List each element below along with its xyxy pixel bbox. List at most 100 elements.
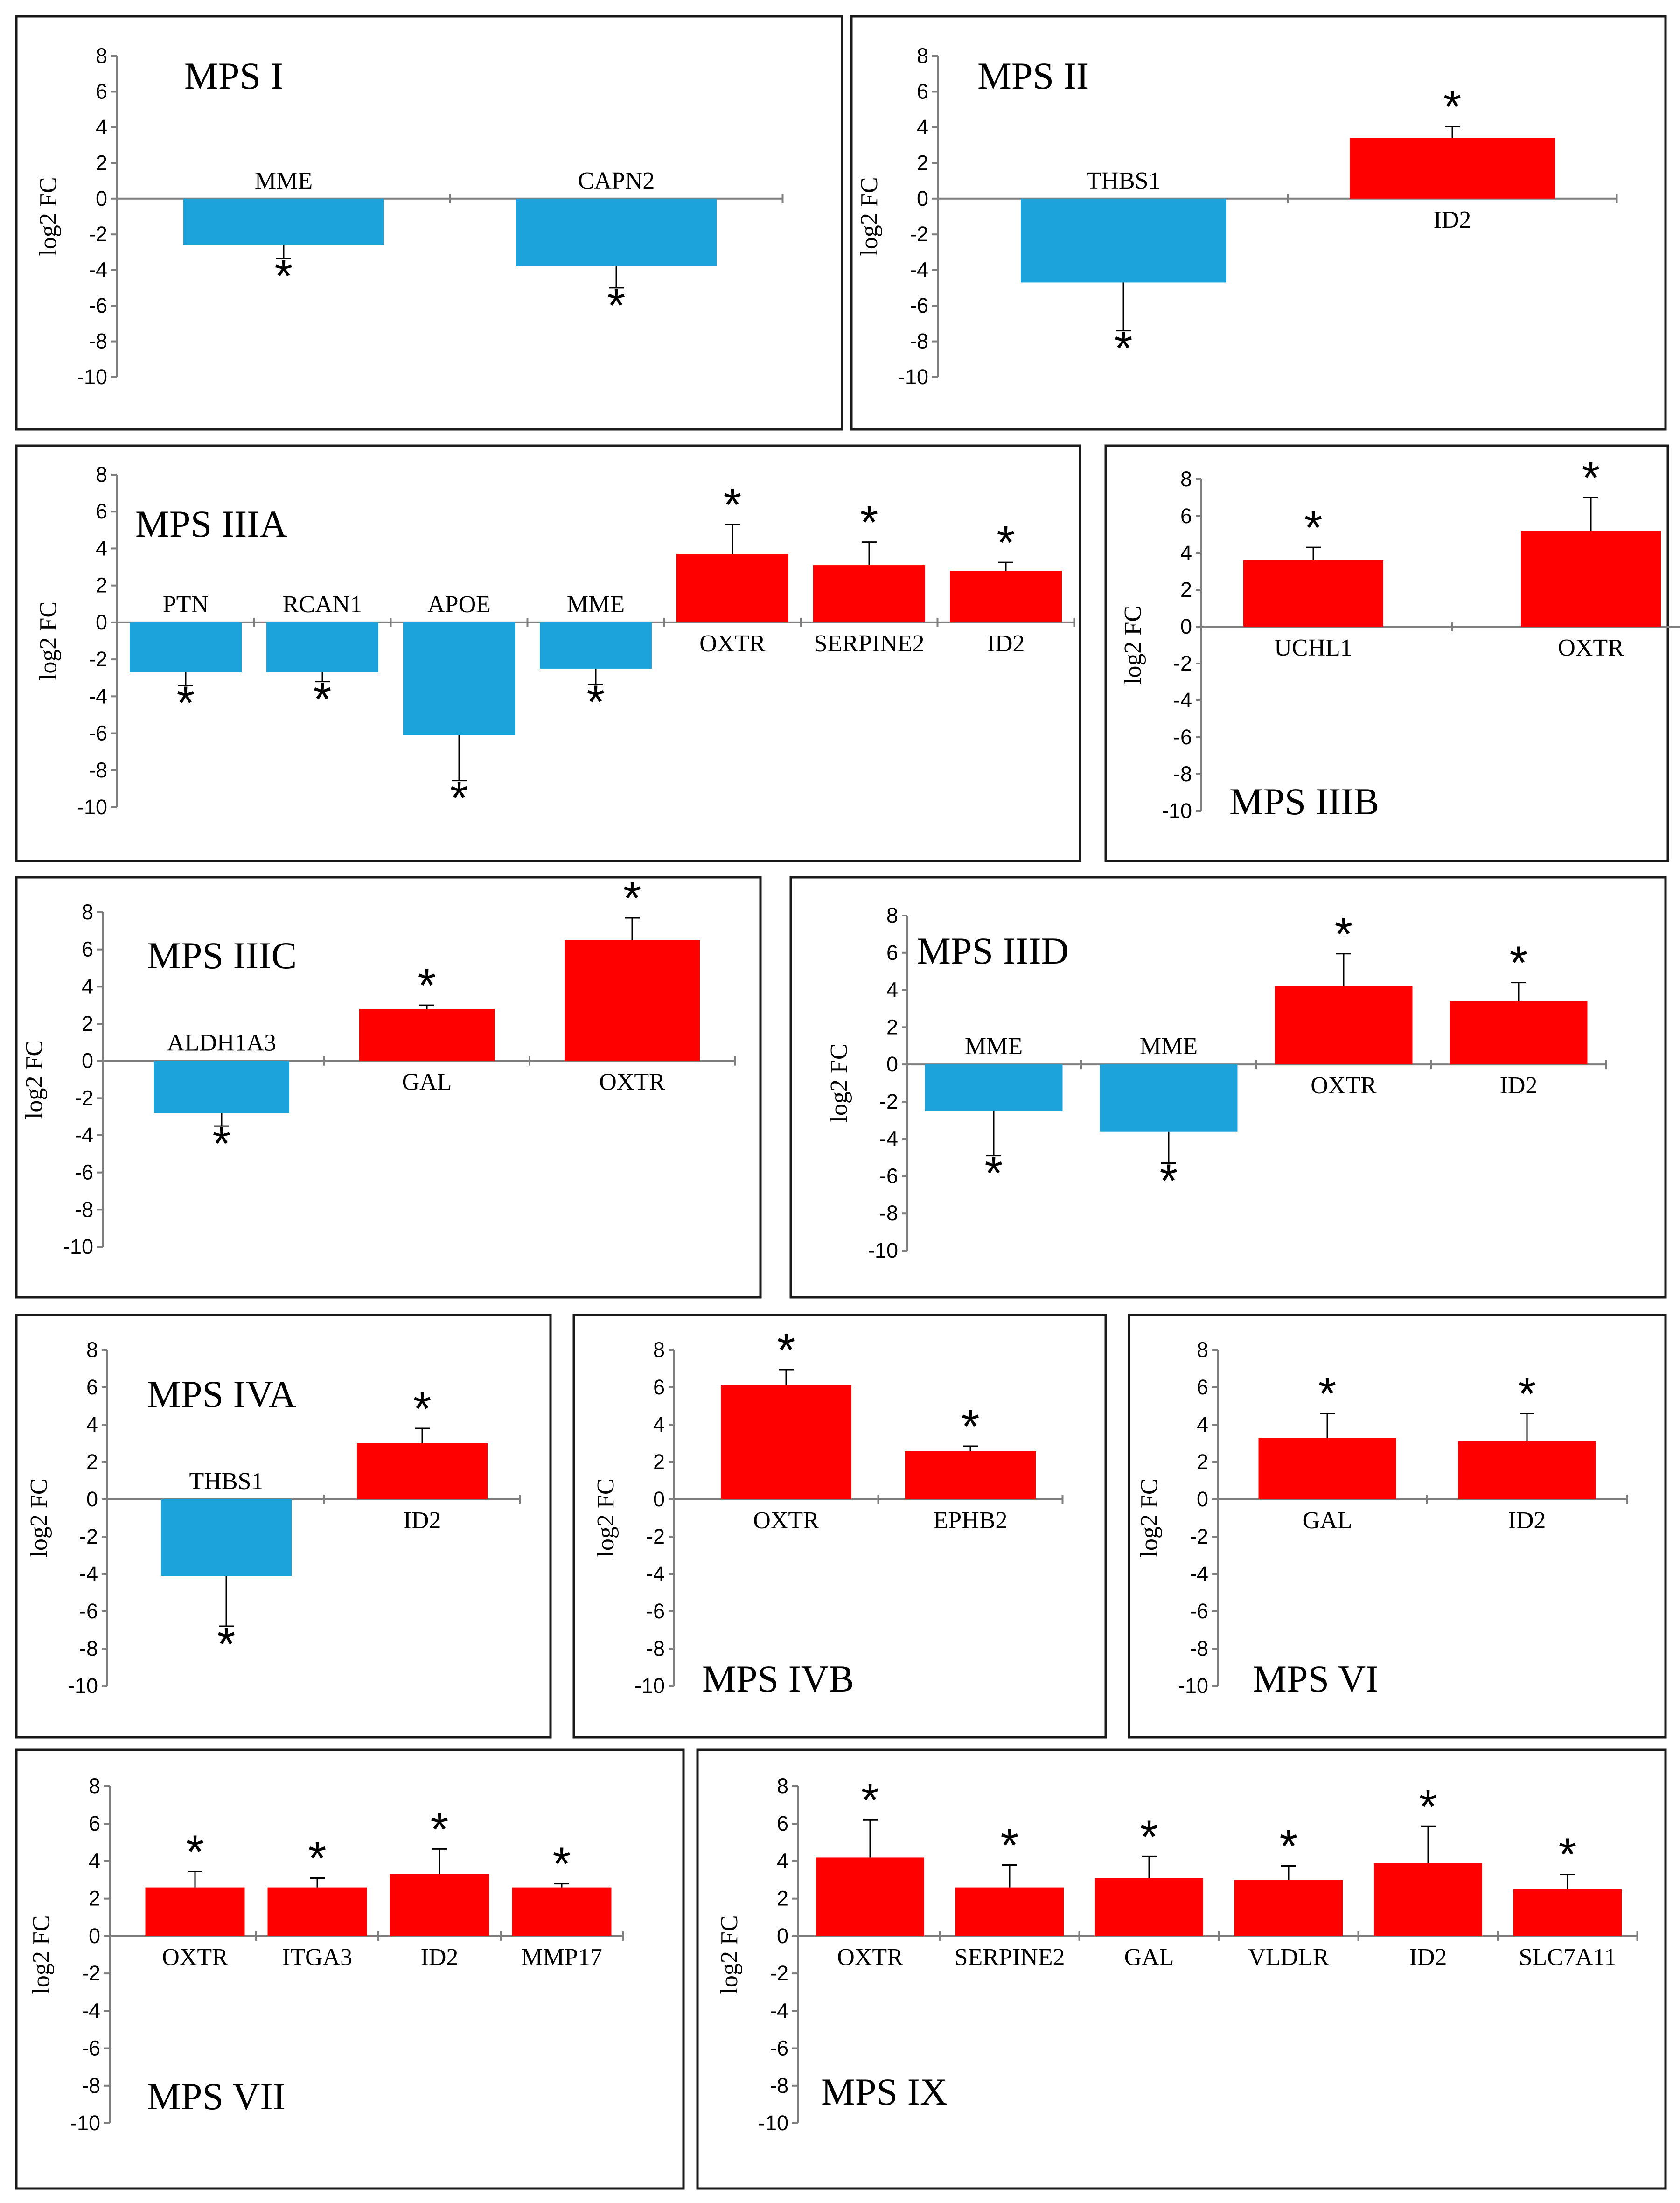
y-tick-label: -4 (89, 258, 107, 282)
y-tick-label: -8 (910, 329, 928, 353)
y-tick-label: -4 (646, 1562, 665, 1586)
y-tick-label: -2 (75, 1086, 93, 1110)
bar-capn2 (516, 198, 717, 267)
y-axis-title: log2 FC (1120, 606, 1146, 685)
y-tick-label: 6 (82, 937, 93, 961)
significance-star-gal: * (418, 959, 436, 1012)
y-tick-label: -8 (1190, 1637, 1208, 1660)
significance-star-vldlr: * (1280, 1820, 1298, 1872)
bar-serpine2 (955, 1887, 1064, 1936)
y-tick-label: 0 (82, 1049, 93, 1073)
gene-label-oxtr: OXTR (599, 1069, 665, 1096)
gene-label-aldh1a3: ALDH1A3 (167, 1030, 276, 1056)
y-tick-label: -6 (89, 721, 107, 745)
y-tick-label: -10 (63, 1235, 93, 1259)
significance-star-serpine2: * (1001, 1819, 1019, 1871)
y-tick-label: 2 (96, 573, 107, 597)
bar-id2 (950, 570, 1062, 622)
gene-label-rcan1: RCAN1 (283, 591, 362, 618)
y-tick-label: -10 (898, 365, 928, 389)
panel-frame (15, 15, 843, 431)
gene-label-vldlr: VLDLR (1248, 1944, 1329, 1971)
gene-label-mmp17: MMP17 (521, 1944, 602, 1971)
significance-star-apoe: * (450, 772, 468, 825)
y-tick-label: -6 (75, 1161, 93, 1184)
y-tick-label: 0 (1180, 615, 1192, 638)
panel-title: MPS IX (821, 2070, 948, 2113)
significance-star-ptn: * (177, 677, 195, 729)
y-tick-label: -6 (79, 1599, 98, 1623)
bar-oxtr (816, 1857, 924, 1936)
y-axis-title: log2 FC (826, 1043, 852, 1122)
y-tick-label: 2 (777, 1887, 788, 1910)
y-axis-title: log2 FC (593, 1478, 619, 1557)
y-tick-label: 8 (1197, 1338, 1208, 1362)
y-tick-label: -2 (82, 1961, 100, 1985)
y-tick-label: -10 (758, 2111, 788, 2135)
significance-star-aldh1a3: * (213, 1118, 231, 1170)
y-axis-title: log2 FC (35, 601, 62, 680)
gene-label-id2: ID2 (404, 1507, 441, 1534)
y-tick-label: 2 (82, 1012, 93, 1035)
y-tick-label: 6 (1180, 504, 1192, 528)
significance-star-mme: * (587, 676, 605, 728)
y-tick-label: -10 (1162, 799, 1192, 823)
y-tick-label: 0 (917, 187, 928, 210)
gene-label-id2: ID2 (1508, 1507, 1546, 1534)
panel-mps-iiic: 8 6 4 2 0 -2 -4 -6 -8 -10 log2 FC MPS IIIC ALDH1A3 * G… (15, 872, 762, 1299)
panel-mps-ix: 8 6 4 2 0 -2 -4 -6 -8 -10 log2 FC MPS IX OXTR * SERPIN… (696, 1748, 1667, 2190)
y-tick-label: 6 (1197, 1375, 1208, 1399)
gene-label-id2: ID2 (1409, 1944, 1447, 1971)
y-tick-label: -8 (75, 1197, 93, 1221)
bar-mme (183, 198, 384, 245)
y-tick-label: -8 (89, 329, 107, 353)
y-tick-label: -8 (1173, 762, 1192, 786)
bar-mme (540, 622, 652, 669)
significance-star-oxtr: * (1582, 452, 1600, 504)
y-tick-label: -4 (910, 258, 928, 282)
bar-oxtr (1275, 986, 1413, 1065)
y-tick-label: -2 (910, 222, 928, 246)
gene-label-id2: ID2 (1500, 1072, 1538, 1099)
significance-star-id2: * (1518, 1368, 1536, 1420)
y-tick-label: 4 (82, 974, 93, 998)
panel-title: MPS II (977, 55, 1089, 97)
gene-label-capn2: CAPN2 (578, 168, 655, 194)
y-tick-label: -6 (1190, 1599, 1208, 1623)
y-tick-label: -8 (770, 2074, 788, 2098)
y-tick-label: 8 (96, 44, 107, 68)
y-tick-label: -10 (77, 795, 107, 819)
y-tick-label: 4 (886, 978, 898, 1002)
panel-mps-iiia: 8 6 4 2 0 -2 -4 -6 -8 -10 log2 FC MPS IIIA PTN * RCAN1… (15, 444, 1081, 862)
y-tick-label: -10 (68, 1674, 98, 1698)
significance-star-id2: * (413, 1383, 432, 1435)
significance-star-oxtr: * (623, 872, 641, 924)
gene-label-apoe: APOE (427, 591, 491, 618)
y-tick-label: -8 (89, 758, 107, 782)
y-tick-label: 6 (96, 79, 107, 103)
bar-serpine2 (813, 565, 925, 622)
panel-title: MPS VII (147, 2075, 286, 2118)
bar-thbs1 (1021, 198, 1226, 283)
significance-star-slc7a11: * (1559, 1829, 1577, 1881)
y-tick-label: 2 (86, 1450, 98, 1474)
panel-frame (850, 15, 1667, 431)
y-tick-label: -10 (634, 1674, 665, 1698)
gene-label-ephb2: EPHB2 (934, 1507, 1008, 1534)
gene-label-thbs1: THBS1 (1087, 168, 1161, 194)
y-tick-label: 6 (886, 941, 898, 965)
y-tick-label: -6 (879, 1164, 898, 1188)
significance-star-itga3: * (308, 1832, 327, 1885)
y-tick-label: 2 (1180, 578, 1192, 601)
bar-id2 (1350, 138, 1555, 199)
y-tick-label: 2 (89, 1887, 100, 1910)
bar-ephb2 (905, 1451, 1036, 1499)
y-tick-label: -6 (89, 294, 107, 317)
y-axis-title: log2 FC (856, 177, 883, 256)
y-tick-label: -4 (75, 1123, 93, 1147)
y-tick-label: 4 (917, 115, 928, 139)
y-tick-label: -8 (79, 1637, 98, 1660)
y-tick-label: 4 (96, 536, 107, 560)
significance-star-uchl1: * (1304, 502, 1323, 554)
panel-mps-ii: 8 6 4 2 0 -2 -4 -6 -8 -10 log2 FC MPS II THBS1 * ID2 * (850, 15, 1667, 431)
